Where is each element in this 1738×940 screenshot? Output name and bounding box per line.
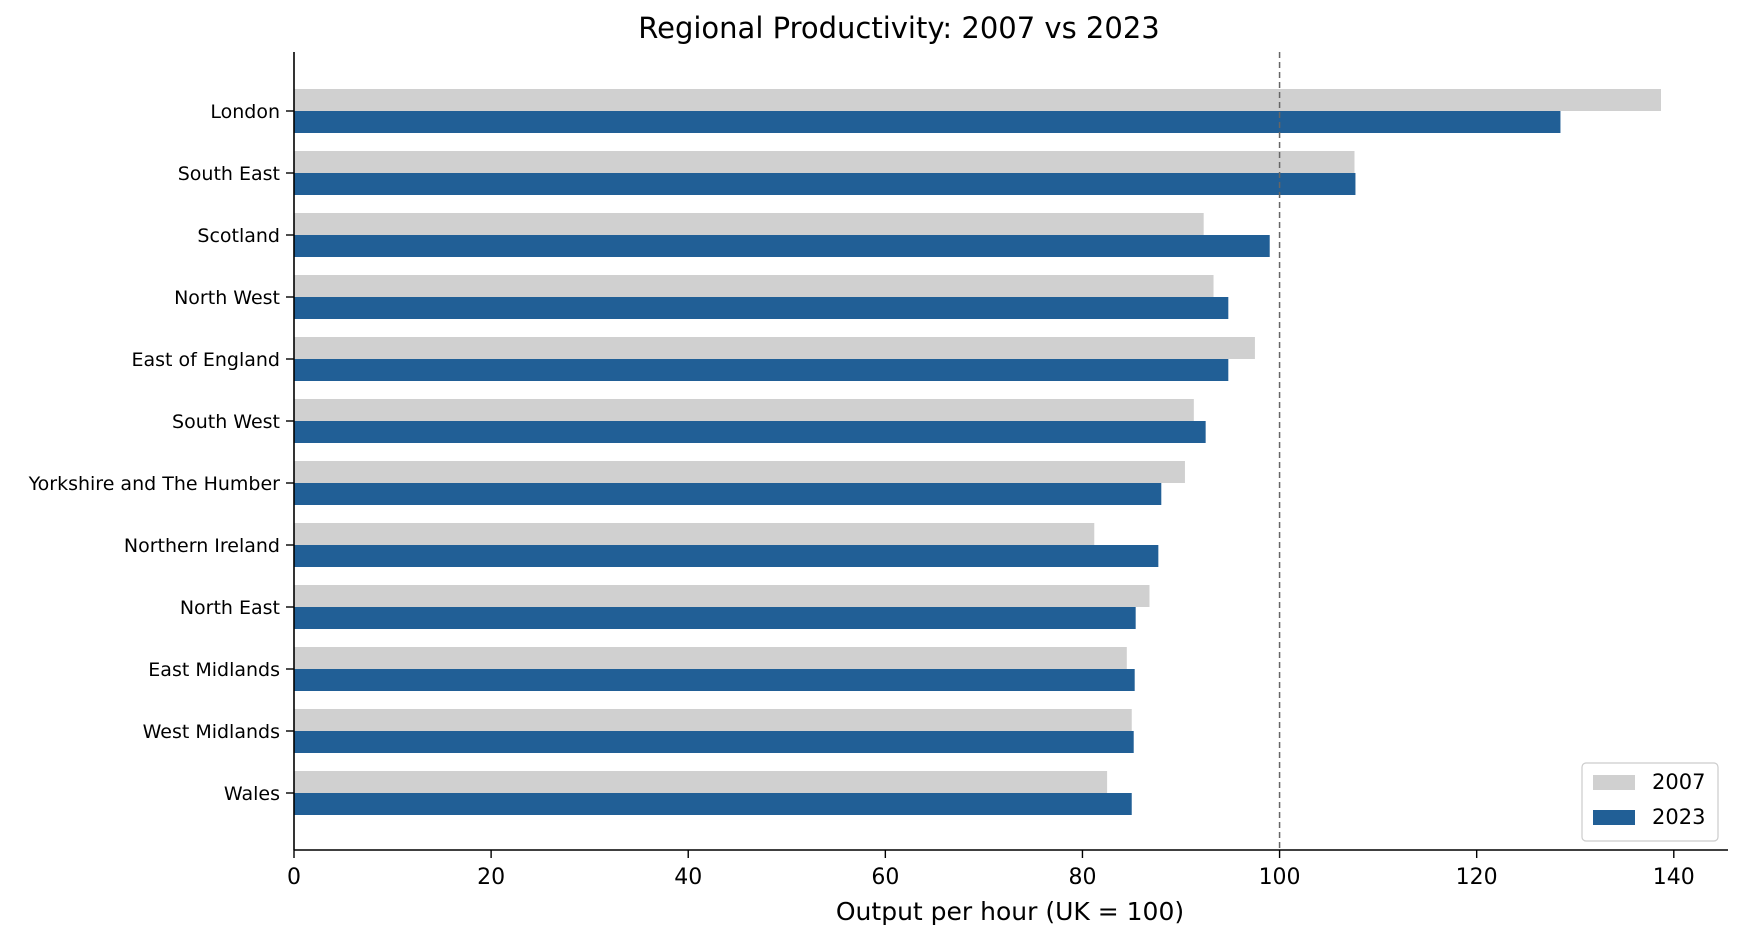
bar-2023-8 (294, 607, 1136, 629)
y-tick-label: North West (174, 287, 280, 309)
bar-2007-1 (294, 151, 1355, 173)
y-tick-label: Yorkshire and The Humber (28, 473, 281, 495)
legend: 2007 2023 (1581, 762, 1719, 842)
chart-title: Regional Productivity: 2007 vs 2023 (638, 11, 1159, 45)
bar-2007-4 (294, 337, 1255, 359)
bar-2023-0 (294, 111, 1561, 133)
bar-2007-10 (294, 709, 1132, 731)
y-ticks: London South East Scotland North West East o… (28, 101, 294, 805)
bar-2007-11 (294, 771, 1108, 793)
x-tick-label: 0 (287, 865, 301, 890)
bar-2007-8 (294, 585, 1150, 607)
y-tick-label: West Midlands (143, 721, 280, 743)
y-tick-label: South West (172, 411, 280, 433)
legend-swatch-2007 (1593, 775, 1635, 790)
legend-label-2023: 2023 (1652, 805, 1705, 829)
bar-2007-0 (294, 89, 1661, 111)
x-tick-label: 100 (1259, 865, 1301, 890)
x-tick-label: 80 (1068, 865, 1096, 890)
bar-2007-2 (294, 213, 1204, 235)
y-tick-label: North East (180, 597, 280, 619)
bar-2023-7 (294, 545, 1159, 567)
y-tick-label: East of England (131, 349, 280, 371)
legend-label-2007: 2007 (1652, 770, 1705, 794)
bar-2023-3 (294, 297, 1229, 319)
y-tick-label: East Midlands (148, 659, 280, 681)
bar-2023-2 (294, 235, 1270, 257)
bar-2023-11 (294, 793, 1132, 815)
x-axis-label: Output per hour (UK = 100) (836, 897, 1184, 926)
bar-2007-5 (294, 399, 1194, 421)
bar-2007-7 (294, 523, 1095, 545)
x-tick-label: 140 (1653, 865, 1695, 890)
legend-swatch-2023 (1593, 810, 1635, 825)
x-tick-label: 60 (871, 865, 899, 890)
bar-2023-10 (294, 731, 1134, 753)
y-tick-label: Northern Ireland (124, 535, 280, 557)
x-tick-label: 20 (477, 865, 505, 890)
bar-2023-4 (294, 359, 1229, 381)
x-tick-label: 120 (1456, 865, 1498, 890)
bar-2007-6 (294, 461, 1185, 483)
bar-2023-9 (294, 669, 1135, 691)
bar-2007-9 (294, 647, 1127, 669)
bars-group (294, 89, 1661, 815)
x-tick-label: 40 (674, 865, 702, 890)
y-tick-label: South East (178, 163, 280, 185)
y-tick-label: Scotland (197, 225, 280, 247)
x-ticks: 0 20 40 60 80 100 120 140 (287, 850, 1695, 890)
bar-2023-1 (294, 173, 1356, 195)
bar-2023-5 (294, 421, 1206, 443)
y-tick-label: Wales (224, 783, 280, 805)
bar-2023-6 (294, 483, 1162, 505)
y-tick-label: London (210, 101, 280, 123)
bar-2007-3 (294, 275, 1214, 297)
